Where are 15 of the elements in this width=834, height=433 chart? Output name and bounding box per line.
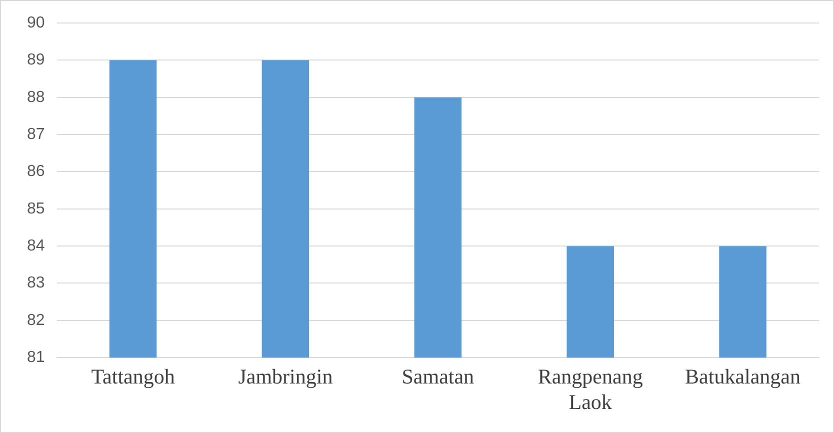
y-tick-label: 82 xyxy=(27,312,45,329)
x-tick-label: Batukalangan xyxy=(685,364,802,389)
y-tick-label: 83 xyxy=(27,274,45,292)
y-tick-label: 89 xyxy=(27,52,45,69)
y-tick-label: 81 xyxy=(27,349,45,366)
x-tick-label: Samatan xyxy=(402,364,475,389)
y-tick-label: 84 xyxy=(27,237,45,254)
y-tick-label: 86 xyxy=(27,163,45,180)
x-tick-label: Tattangoh xyxy=(91,364,176,389)
x-tick-label: Rangpenang Laok xyxy=(538,364,644,414)
y-tick-label: 87 xyxy=(27,126,45,143)
x-tick-label: Jambringin xyxy=(238,364,334,389)
y-tick-label: 88 xyxy=(27,88,45,106)
y-tick-label: 90 xyxy=(27,14,45,32)
y-tick-label: 85 xyxy=(27,200,45,218)
